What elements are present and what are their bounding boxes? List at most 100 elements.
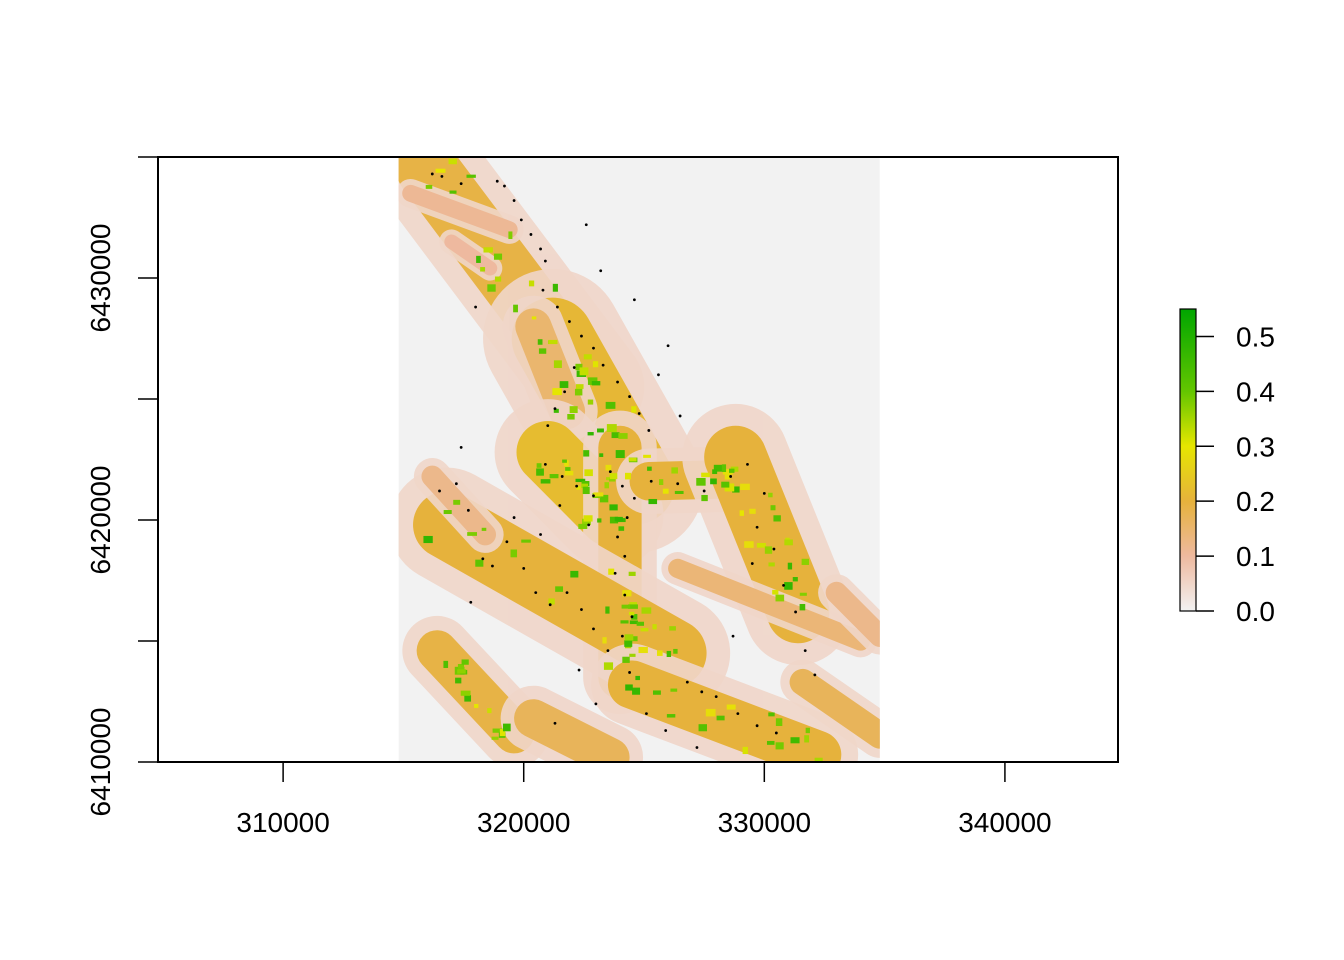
occurrence-point — [649, 479, 653, 483]
occurrence-point — [620, 634, 624, 638]
raster-cell-high — [773, 515, 781, 522]
occurrence-point — [599, 269, 603, 273]
raster-cell-high — [606, 424, 617, 433]
raster-cell-high — [770, 505, 776, 511]
raster-cell-high — [605, 606, 610, 614]
raster-cell-high — [628, 604, 638, 609]
legend-ticks: 0.0 0.1 0.2 0.3 0.4 0.5 — [1196, 321, 1275, 627]
raster-cell-high — [643, 454, 651, 458]
occurrence-point — [522, 567, 526, 570]
occurrence-point — [580, 334, 583, 338]
occurrence-point — [628, 671, 631, 674]
occurrence-point — [695, 746, 699, 749]
raster-cell-high — [609, 473, 618, 480]
raster-cell-high — [553, 360, 562, 368]
raster-cell-high — [775, 718, 783, 726]
occurrence-point — [584, 223, 588, 227]
raster-cell-high — [712, 469, 718, 475]
raster-cell-high — [593, 492, 604, 497]
raster-cell-high — [670, 688, 678, 692]
occurrence-point — [676, 482, 680, 486]
raster-cell-high — [540, 479, 551, 484]
occurrence-point — [474, 305, 477, 309]
raster-cell-high — [622, 656, 630, 663]
raster-cell-high — [696, 477, 706, 486]
raster-cell-high — [658, 479, 664, 485]
raster-cell-high — [508, 231, 513, 240]
points-layer — [430, 172, 817, 749]
y-tick-label: 6420000 — [85, 465, 116, 574]
x-tick-label: 310000 — [236, 807, 329, 838]
occurrence-point — [702, 489, 706, 493]
raster-cell-high — [629, 653, 636, 657]
raster-cell-high — [606, 477, 611, 481]
raster-cell-high — [461, 659, 469, 665]
occurrence-point — [568, 320, 571, 323]
x-axis: 310000 320000 330000 340000 — [236, 762, 1052, 838]
raster-cell-high — [624, 472, 631, 480]
raster-cell-high — [621, 604, 631, 609]
raster-cell-high — [587, 432, 594, 436]
occurrence-point — [577, 668, 581, 672]
raster-cell-high — [631, 614, 638, 620]
occurrence-point — [512, 516, 516, 519]
raster-cell-high — [615, 450, 625, 459]
raster-cell-high — [710, 478, 717, 485]
raster-cell-high — [605, 464, 612, 471]
raster-cell-high — [448, 158, 457, 165]
occurrence-point — [541, 288, 545, 292]
occurrence-point — [548, 603, 552, 607]
y-axis: 6410000 6420000 6430000 — [85, 156, 158, 817]
raster-cell-high — [579, 367, 589, 376]
raster-cell-high — [764, 546, 773, 554]
raster-cell-high — [805, 727, 810, 734]
legend-tick-label: 0.4 — [1236, 376, 1275, 407]
raster-cell-high — [804, 735, 810, 743]
raster-cell-high — [742, 746, 748, 755]
raster-cell-high — [698, 724, 707, 732]
occurrence-point — [664, 729, 668, 732]
raster-cell-high — [460, 690, 471, 696]
raster-cell-high — [599, 494, 609, 503]
occurrence-point — [539, 247, 542, 251]
raster-cell-high — [487, 708, 492, 714]
raster-cell-high — [784, 582, 793, 590]
raster-cell-high — [481, 527, 487, 531]
raster-cell-high — [582, 486, 590, 495]
raster-cell-high — [599, 453, 604, 457]
occurrence-point — [678, 414, 682, 418]
raster-cell-high — [552, 283, 558, 292]
occurrence-point — [750, 562, 754, 565]
raster-cell-high — [652, 624, 657, 630]
raster-cell-high — [583, 354, 592, 360]
raster-cell-high — [584, 469, 593, 477]
occurrence-point — [512, 199, 516, 202]
raster-cell-high — [587, 399, 594, 405]
occurrence-point — [558, 504, 562, 507]
raster-cell-high — [449, 190, 457, 194]
raster-cell-high — [756, 542, 766, 548]
occurrence-point — [645, 712, 648, 715]
raster-cell-high — [671, 467, 678, 474]
occurrence-point — [714, 695, 718, 699]
raster-cell-high — [569, 406, 578, 414]
raster-cell-high — [609, 477, 616, 482]
raster-cell-high — [641, 607, 652, 614]
occurrence-point — [772, 547, 776, 551]
occurrence-point — [438, 489, 441, 493]
legend-colorbar — [1179, 308, 1197, 612]
raster-cell-high — [491, 736, 499, 740]
occurrence-point — [592, 346, 595, 350]
raster-cell-high — [640, 627, 649, 632]
raster-cell-high — [608, 568, 615, 575]
occurrence-point — [623, 554, 627, 558]
raster-cell-high — [567, 413, 575, 420]
raster-cell-high — [552, 388, 562, 396]
raster-cell-high — [564, 470, 574, 476]
raster-cell-high — [724, 483, 735, 492]
raster-cell-high — [730, 466, 739, 472]
raster-cell-high — [605, 401, 616, 409]
raster-cell-high — [521, 539, 531, 543]
raster-cell-high — [666, 714, 676, 718]
